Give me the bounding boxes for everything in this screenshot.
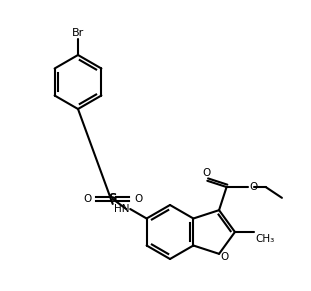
Text: O: O [202,168,211,178]
Text: O: O [134,194,142,204]
Text: S: S [109,192,117,205]
Text: O: O [220,252,228,262]
Text: O: O [83,194,91,204]
Text: HN: HN [114,204,129,214]
Text: CH₃: CH₃ [256,234,275,244]
Text: Br: Br [72,28,84,38]
Text: O: O [249,182,258,192]
